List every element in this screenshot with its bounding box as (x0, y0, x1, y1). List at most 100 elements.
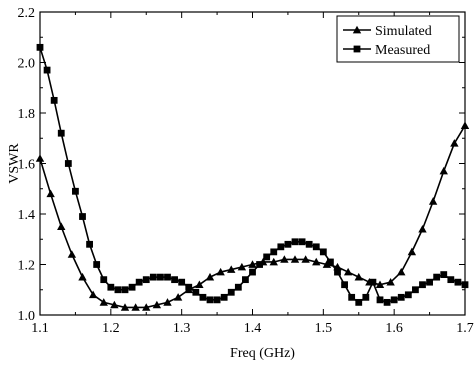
series-point-simulated (354, 272, 363, 281)
series-point-simulated (35, 154, 45, 162)
series-point-measured (72, 187, 79, 195)
series-point-measured (256, 261, 263, 268)
series-point-measured (334, 268, 341, 276)
series-point-simulated (280, 255, 289, 263)
x-axis-title: Freq (GHz) (230, 346, 295, 361)
series-point-simulated (67, 250, 77, 258)
series-point-measured (284, 240, 292, 248)
series-point-simulated (227, 265, 236, 273)
y-tick-label: 1.0 (18, 309, 36, 324)
series-point-measured (419, 281, 426, 289)
series-point-measured (461, 281, 469, 289)
series-point-measured (397, 293, 405, 301)
series-point-measured (206, 296, 214, 304)
series-point-simulated (110, 300, 119, 309)
series-point-measured (100, 276, 108, 284)
series-point-simulated (131, 303, 140, 311)
series-point-measured (149, 273, 157, 281)
series-point-simulated (418, 224, 427, 233)
series-point-measured (164, 273, 171, 281)
series-point-measured (454, 278, 462, 286)
series-point-simulated (312, 257, 321, 266)
series-point-simulated (450, 139, 459, 147)
series-point-measured (171, 276, 178, 284)
x-tick-label: 1.2 (102, 321, 120, 336)
series-point-simulated (386, 277, 395, 286)
series-point-measured (433, 273, 441, 281)
series-point-measured (362, 293, 370, 301)
series-point-measured (192, 288, 200, 296)
series-point-measured (227, 288, 235, 296)
series-point-simulated (237, 262, 247, 271)
series-point-measured (64, 160, 72, 167)
series-point-measured (220, 293, 228, 301)
series-point-measured (404, 291, 412, 299)
series-point-simulated (173, 293, 183, 301)
x-tick-label: 1.5 (315, 321, 333, 336)
series-point-measured (298, 238, 306, 246)
series-point-measured (121, 286, 129, 294)
series-point-measured (447, 276, 455, 284)
x-tick-label: 1.1 (31, 321, 49, 336)
series-point-simulated (46, 189, 55, 198)
series-point-measured (57, 129, 65, 137)
series-point-measured (327, 258, 334, 266)
series-point-simulated (78, 272, 87, 281)
series-point-simulated (407, 247, 417, 256)
series-point-measured (341, 281, 348, 289)
series-point-simulated (142, 303, 151, 311)
series-point-measured (86, 240, 93, 248)
series-point-measured (242, 276, 249, 284)
series-point-measured (234, 283, 242, 291)
series-point-measured (107, 283, 115, 291)
series-point-simulated (216, 267, 225, 276)
series-point-simulated (375, 280, 385, 289)
series-point-simulated (301, 255, 310, 263)
series-point-simulated (460, 121, 470, 129)
series-point-simulated (322, 260, 332, 268)
series-point-measured (412, 286, 419, 294)
x-tick-label: 1.4 (244, 321, 262, 336)
series-point-measured (249, 268, 256, 276)
series-point-measured (36, 43, 44, 51)
series-point-measured (93, 261, 101, 268)
series-point-simulated (269, 257, 278, 266)
series-point-measured (426, 278, 433, 286)
series-point-measured (270, 248, 278, 256)
series-point-simulated (428, 197, 438, 205)
series-point-simulated (397, 267, 406, 276)
series-point-measured (277, 243, 285, 251)
y-tick-label: 2.0 (18, 57, 36, 72)
series-point-measured (157, 273, 164, 281)
series-point-simulated (195, 280, 204, 289)
x-tick-label: 1.7 (456, 321, 474, 336)
series-point-measured (142, 276, 150, 284)
legend-label-simulated: Simulated (375, 24, 432, 39)
y-tick-label: 2.2 (18, 6, 36, 21)
series-point-measured (376, 296, 384, 304)
series-point-measured (348, 293, 356, 301)
y-tick-label: 1.4 (18, 208, 36, 223)
series-point-simulated (205, 272, 215, 281)
series-point-measured (185, 283, 193, 291)
series-point-measured (390, 296, 398, 304)
series-point-measured (263, 253, 271, 261)
y-tick-label: 1.6 (18, 158, 36, 173)
legend-box (336, 15, 460, 63)
series-point-measured (213, 296, 221, 304)
series-point-simulated (343, 267, 353, 276)
series-point-simulated (57, 222, 66, 230)
series-point-measured (199, 293, 207, 301)
series-point-simulated (120, 303, 130, 311)
series-point-measured (440, 271, 448, 278)
series-point-measured (114, 286, 122, 294)
x-tick-label: 1.3 (173, 321, 191, 336)
series-point-measured (135, 278, 143, 286)
series-point-measured (128, 283, 136, 291)
series-point-simulated (439, 166, 448, 175)
series-point-measured (291, 238, 299, 246)
y-tick-label: 1.2 (18, 259, 36, 274)
series-point-measured (43, 66, 51, 74)
